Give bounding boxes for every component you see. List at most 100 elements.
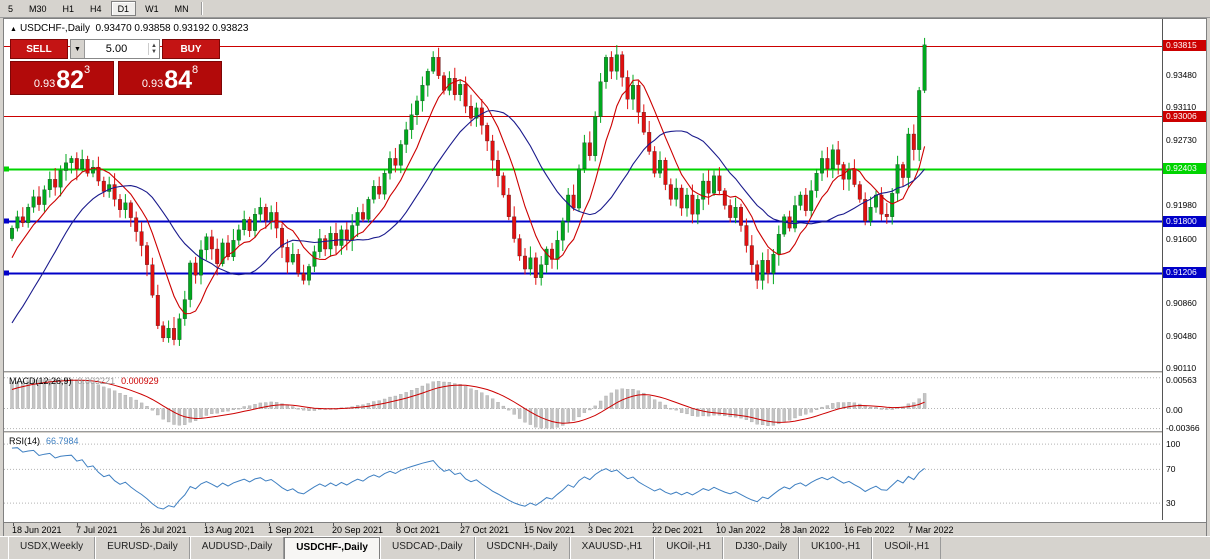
rsi-scale-label: 70	[1166, 464, 1176, 475]
candle	[69, 158, 74, 163]
sell-price-pip: 3	[84, 64, 91, 76]
candle	[766, 260, 770, 274]
price-scale-label: 0.91980	[1166, 200, 1197, 211]
chart-tab-usdx-weekly[interactable]: USDX,Weekly	[8, 537, 96, 559]
macd-histogram-bar	[669, 408, 673, 410]
macd-histogram-bar	[544, 408, 549, 429]
candle	[555, 240, 560, 260]
candle	[107, 184, 112, 192]
timeframe-button-5[interactable]: 5	[1, 1, 20, 16]
candle	[247, 219, 252, 231]
candle	[922, 44, 927, 91]
chart-tab-usoil-h1[interactable]: USOil-,H1	[872, 537, 942, 559]
macd-histogram-bar	[771, 408, 776, 426]
macd-indicator-panel[interactable]: MACD(12,26,9) 0.003221 0.000929	[4, 374, 1162, 431]
chart-tab-xauusd-h1[interactable]: XAUUSD-,H1	[569, 537, 655, 559]
timeframe-button-w1[interactable]: W1	[138, 1, 166, 16]
sell-price-display[interactable]: 0.93 82 3	[10, 61, 114, 95]
chart-tabs-bar: USDX,Weekly EURUSD-,Daily AUDUSD-,Daily USD…	[0, 536, 1210, 559]
time-tick	[461, 523, 462, 526]
chart-tab-eurusd-daily[interactable]: EURUSD-,Daily	[95, 537, 190, 559]
timeframe-toolbar: 5 M30 H1 H4 D1 W1 MN	[0, 0, 1210, 18]
macd-histogram-bar	[874, 407, 878, 409]
candle	[517, 238, 522, 257]
candle	[442, 75, 446, 91]
macd-histogram-bar	[96, 384, 101, 409]
macd-histogram-bar	[728, 408, 732, 418]
chart-tab-audusd-daily[interactable]: AUDUSD-,Daily	[189, 537, 285, 559]
macd-histogram-bar	[129, 397, 133, 409]
candle	[118, 199, 122, 210]
macd-histogram-bar	[777, 408, 781, 425]
candle	[177, 318, 182, 340]
candle	[803, 194, 808, 211]
time-scale[interactable]: 18 Jun 2021 7 Jul 2021 26 Jul 2021 13 Aug 2…	[4, 522, 1206, 536]
macd-histogram-bar	[679, 408, 684, 413]
timeframe-button-m30[interactable]: M30	[22, 1, 54, 16]
macd-main-value: 0.003221	[77, 376, 116, 386]
candle	[857, 184, 862, 200]
timeframe-button-h4[interactable]: H4	[83, 1, 109, 16]
macd-histogram-bar	[91, 382, 95, 409]
macd-histogram-bar	[512, 408, 516, 415]
sell-button[interactable]: SELL	[10, 39, 68, 59]
candle	[47, 179, 52, 190]
candle	[425, 71, 430, 86]
candle	[496, 159, 500, 176]
date-label: 27 Oct 2021	[460, 525, 510, 535]
volume-dropdown-icon[interactable]: ▼	[71, 40, 85, 58]
chart-tab-ukoil-h1[interactable]: UKOil-,H1	[654, 537, 724, 559]
macd-histogram-bar	[517, 408, 522, 419]
macd-histogram-bar	[58, 379, 63, 409]
candle	[620, 54, 625, 78]
volume-spinner[interactable]: ▲ ▼	[148, 43, 159, 55]
chart-tab-usdchf-daily[interactable]: USDCHF-,Daily	[284, 537, 380, 559]
price-scale[interactable]: 0.93480 0.93110 0.92730 0.91980 0.91600 0.908…	[1162, 19, 1206, 520]
candle	[123, 202, 128, 210]
chart-title: ▲ USDCHF-,Daily 0.93470 0.93858 0.93192 0…	[10, 23, 248, 34]
candle	[776, 234, 781, 255]
buy-button[interactable]: BUY	[162, 39, 220, 59]
macd-histogram-bar	[291, 406, 295, 409]
macd-histogram-bar	[598, 400, 603, 409]
panel-splitter[interactable]	[4, 371, 1206, 374]
candle	[895, 164, 900, 194]
candle	[139, 231, 144, 246]
chart-tab-dj30-daily[interactable]: DJ30-,Daily	[723, 537, 799, 559]
candle	[641, 112, 646, 133]
candle	[717, 175, 722, 191]
macd-histogram-bar	[836, 402, 840, 409]
candle	[31, 196, 36, 208]
candle	[226, 242, 230, 258]
candle	[485, 125, 490, 142]
price-scale-label: 0.90860	[1166, 298, 1197, 309]
price-scale-label: 0.93110	[1166, 102, 1197, 112]
rsi-indicator-panel[interactable]: RSI(14) 66.7984	[4, 434, 1162, 520]
volume-up-icon[interactable]: ▲	[151, 43, 157, 49]
candle	[307, 266, 311, 281]
time-tick	[269, 523, 270, 526]
chart-tab-usdcad-daily[interactable]: USDCAD-,Daily	[379, 537, 475, 559]
timeframe-button-d1[interactable]: D1	[110, 1, 137, 16]
macd-histogram-bar	[161, 408, 165, 420]
price-chart-panel[interactable]: ▲ USDCHF-,Daily 0.93470 0.93858 0.93192 0…	[4, 19, 1162, 371]
timeframe-button-mn[interactable]: MN	[168, 1, 196, 16]
candle	[539, 264, 544, 278]
volume-input[interactable]: ▼ 5.00 ▲ ▼	[70, 39, 160, 59]
collapse-icon[interactable]: ▲	[10, 26, 17, 33]
macd-histogram-bar	[885, 408, 889, 410]
candle	[544, 248, 549, 265]
macd-histogram-bar	[642, 392, 646, 409]
timeframe-button-h1[interactable]: H1	[56, 1, 82, 16]
time-tick	[781, 523, 782, 526]
chart-tab-usdcnh-daily[interactable]: USDCNH-,Daily	[474, 537, 570, 559]
candle	[334, 233, 338, 246]
trade-buttons-row: SELL ▼ 5.00 ▲ ▼ BUY	[10, 39, 222, 59]
buy-price-display[interactable]: 0.93 84 8	[118, 61, 222, 95]
chart-tab-uk100-h1[interactable]: UK100-,H1	[798, 537, 873, 559]
volume-down-icon[interactable]: ▼	[151, 49, 157, 55]
candle	[15, 216, 20, 229]
line-anchor-marker	[4, 270, 9, 276]
candle	[269, 212, 274, 221]
panel-splitter[interactable]	[4, 431, 1206, 434]
